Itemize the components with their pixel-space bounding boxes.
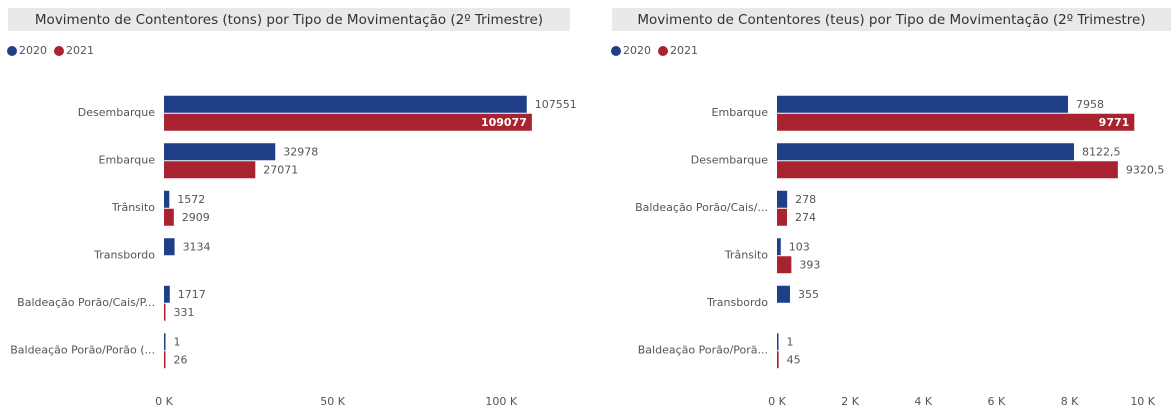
x-tick-label: 10 K (1130, 395, 1155, 406)
title-background (8, 8, 570, 31)
bar (777, 190, 788, 208)
bar (777, 113, 1135, 131)
x-tick-label: 0 K (155, 395, 173, 406)
bar (164, 333, 166, 351)
x-tick-label: 4 K (914, 395, 932, 406)
bar (164, 190, 170, 208)
chart-title: Movimento de Contentores (tons) por Tipo… (35, 12, 543, 28)
data-label: 1 (174, 335, 181, 348)
data-label: 27071 (263, 163, 298, 176)
bar (777, 238, 781, 256)
data-label: 355 (798, 288, 819, 301)
title-background (612, 8, 1171, 31)
y-tick-label: Trânsito (724, 248, 768, 261)
y-tick-label: Baldeação Porão/Cais/... (635, 201, 768, 214)
data-label: 8122,5 (1082, 145, 1121, 158)
bar (164, 161, 256, 179)
data-label: 32978 (283, 145, 318, 158)
bar (777, 161, 1118, 179)
bar (777, 256, 792, 274)
x-tick-label: 0 K (768, 395, 786, 406)
bar (777, 351, 779, 369)
x-tick-label: 2 K (841, 395, 859, 406)
bar (164, 285, 170, 303)
data-label: 331 (174, 306, 195, 319)
legend-label: 2020 (19, 44, 47, 57)
chart-title: Movimento de Contentores (teus) por Tipo… (637, 12, 1145, 28)
y-tick-label: Baldeação Porão/Porã... (638, 343, 768, 356)
x-tick-label: 50 K (320, 395, 345, 406)
legend-label: 2021 (66, 44, 94, 57)
data-label: 3134 (183, 240, 211, 253)
legend-marker (54, 46, 64, 56)
data-label: 1717 (178, 288, 206, 301)
bar (164, 238, 175, 256)
legend-marker (7, 46, 17, 56)
data-label: 1572 (177, 193, 205, 206)
y-tick-label: Embarque (712, 106, 769, 119)
legend-label: 2020 (623, 44, 651, 57)
data-label: 26 (174, 353, 188, 366)
data-label: 103 (789, 240, 810, 253)
data-label: 7958 (1076, 98, 1104, 111)
y-tick-label: Trânsito (111, 201, 155, 214)
bar (777, 285, 790, 303)
data-label: 107551 (535, 98, 577, 111)
y-tick-label: Desembarque (691, 153, 768, 166)
data-label: 45 (787, 353, 801, 366)
bar (164, 113, 532, 131)
data-label: 274 (795, 211, 816, 224)
data-label: 9771 (1099, 116, 1130, 129)
bar (164, 351, 166, 369)
bar (164, 303, 166, 321)
bar (777, 333, 779, 351)
y-tick-label: Embarque (99, 153, 156, 166)
legend-marker (658, 46, 668, 56)
data-label: 109077 (481, 116, 527, 129)
data-label: 1 (787, 335, 794, 348)
y-tick-label: Desembarque (78, 106, 155, 119)
x-tick-label: 8 K (1061, 395, 1079, 406)
y-tick-label: Transbordo (706, 296, 768, 309)
bar (164, 95, 527, 113)
y-tick-label: Transbordo (93, 248, 155, 261)
bar (777, 208, 788, 226)
bar (164, 208, 174, 226)
bar (777, 143, 1075, 161)
data-label: 9320,5 (1126, 163, 1165, 176)
bar (164, 143, 276, 161)
x-tick-label: 6 K (988, 395, 1006, 406)
y-tick-label: Baldeação Porão/Cais/P... (17, 296, 155, 309)
bar (777, 95, 1069, 113)
data-label: 278 (795, 193, 816, 206)
legend-marker (611, 46, 621, 56)
legend-label: 2021 (670, 44, 698, 57)
data-label: 393 (799, 258, 820, 271)
x-tick-label: 100 K (485, 395, 517, 406)
y-tick-label: Baldeação Porão/Porão (... (10, 343, 155, 356)
data-label: 2909 (182, 211, 210, 224)
